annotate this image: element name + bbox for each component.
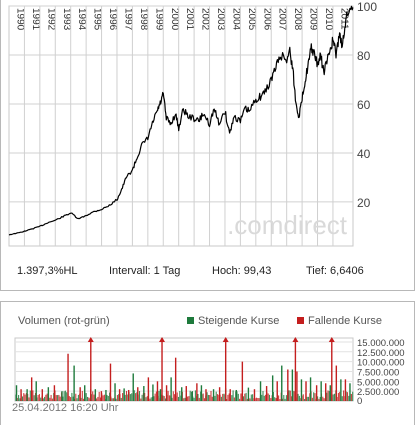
volume-y-tick-label: 5.000.000 (357, 377, 399, 388)
x-tick-label: 2007 (277, 8, 288, 31)
x-tick-label: 2004 (230, 8, 241, 31)
legend-rising-swatch (187, 317, 194, 324)
x-tick-label: 1990 (15, 8, 26, 31)
x-tick-label: 1995 (92, 8, 103, 31)
x-tick-label: 1997 (122, 8, 133, 31)
price-info-row: 1.397,3%HL Intervall: 1 Tag Hoch: 99,43 … (1, 262, 416, 282)
y-tick-label: 100 (357, 0, 377, 14)
x-tick-label: 2002 (200, 8, 211, 31)
volume-chart-panel: Volumen (rot-grün) Steigende Kurse Falle… (0, 301, 415, 425)
legend-rising: Steigende Kurse (187, 315, 279, 327)
price-series-line (8, 5, 354, 236)
legend-rising-label: Steigende Kurse (198, 315, 280, 327)
x-tick-label: 2005 (246, 8, 257, 31)
x-tick-label: 2000 (169, 8, 180, 31)
legend-falling-label: Fallende Kurse (308, 315, 382, 327)
volume-y-tick-label: 0 (357, 396, 362, 407)
x-tick-label: 2008 (292, 8, 303, 31)
x-tick-label: 2010 (323, 8, 334, 31)
interval-value: Intervall: 1 Tag (109, 265, 181, 277)
volume-clip-arrow (159, 337, 166, 342)
x-tick-label: 2011 (338, 8, 349, 30)
low-value: Tief: 6,6406 (306, 265, 364, 277)
timestamp: 25.04.2012 16:20 Uhr (12, 402, 119, 414)
x-tick-label: 2001 (184, 8, 195, 31)
legend-falling: Fallende Kurse (297, 315, 382, 327)
watermark-text: .comdirect (227, 210, 348, 240)
volume-y-tick-label: 10.000.000 (357, 358, 405, 369)
x-tick-label: 2003 (215, 8, 226, 31)
volume-clip-arrow (328, 337, 335, 342)
volume-y-tick-label: 15.000.000 (357, 338, 405, 349)
y-tick-label: 20 (357, 196, 371, 210)
change-value: 1.397,3%HL (17, 265, 78, 277)
x-tick-label: 1996 (107, 8, 118, 31)
volume-clip-arrow (222, 337, 229, 342)
legend-falling-swatch (297, 317, 304, 324)
high-value: Hoch: 99,43 (212, 265, 272, 277)
volume-y-tick-label: 7.500.000 (357, 367, 399, 378)
x-tick-label: 2009 (308, 8, 319, 31)
price-chart: 1990 1991 1992 1993 1994 1995 1996 1997 1998 1999… (8, 0, 377, 247)
y-tick-label: 80 (357, 49, 371, 63)
x-tick-label: 1993 (61, 8, 72, 31)
volume-title: Volumen (rot-grün) (18, 315, 110, 327)
x-tick-label: 1999 (153, 8, 164, 31)
x-tick-label: 1994 (76, 8, 87, 31)
x-tick-label: 1992 (45, 8, 56, 31)
volume-chart: 2.500.0005.000.0007.500.00010.000.00012.… (14, 337, 405, 407)
volume-clip-arrow (87, 337, 94, 342)
x-tick-label: 1991 (30, 8, 41, 31)
y-tick-label: 40 (357, 147, 371, 161)
y-tick-label: 60 (357, 98, 371, 112)
price-chart-panel: 1990 1991 1992 1993 1994 1995 1996 1997 1998 1999… (0, 0, 415, 291)
volume-clip-arrow (292, 337, 299, 342)
volume-y-tick-label: 2.500.000 (357, 387, 399, 398)
x-tick-label: 2006 (261, 8, 272, 31)
x-tick-label: 1998 (138, 8, 149, 31)
plot-area (8, 5, 354, 247)
volume-y-tick-label: 12.500.000 (357, 348, 405, 359)
